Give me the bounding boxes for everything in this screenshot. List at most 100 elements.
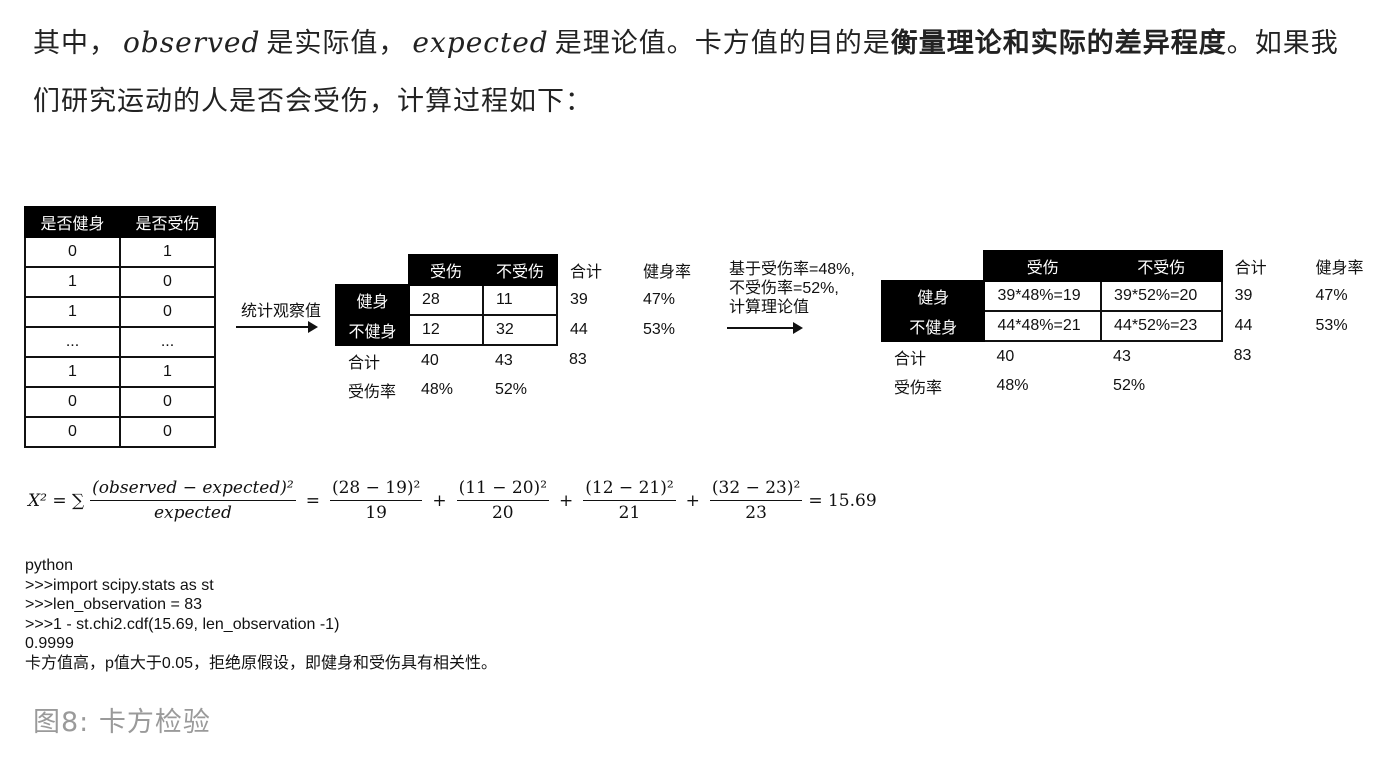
table-row: 受伤率 48% 52% [882, 371, 1373, 401]
obs-row-header: 健身 [335, 284, 410, 316]
formula-plus: + [685, 490, 700, 511]
formula-term-num: (12 − 21)² [583, 478, 676, 501]
expected-table: 受伤 不受伤 合计 健身率 健身 39*48%=19 39*52%=20 39 … [880, 250, 1374, 401]
arrow2-label-line: 计算理论值 [729, 299, 810, 316]
formula-term-num: (28 − 19)² [329, 478, 423, 501]
obs-row-header: 不健身 [335, 314, 410, 346]
obs-col-rate: 48% [421, 381, 454, 398]
obs-row-total: 44 [570, 321, 588, 338]
intro-paragraph: 其中， observed 是实际值， expected 是理论值。卡方值的目的是衡量理论… [33, 14, 1363, 131]
raw-cell: 1 [119, 356, 216, 388]
raw-cell: 1 [24, 266, 121, 298]
exp-row-header: 不健身 [880, 310, 986, 342]
formula-term-num: (32 − 23)² [709, 478, 803, 501]
code-line: 0.9999 [25, 635, 74, 652]
exp-col-total: 43 [1113, 347, 1131, 365]
formula-term-den: 20 [491, 503, 514, 523]
exp-cell: 44*52%=23 [1100, 310, 1223, 342]
formula-result: = 15.69 [808, 490, 877, 511]
exp-col-rate: 52% [1113, 377, 1146, 394]
raw-cell: 1 [24, 356, 121, 388]
raw-header-fitness: 是否健身 [24, 206, 121, 238]
obs-row-total: 39 [570, 291, 588, 308]
obs-col-header: 受伤 [408, 254, 484, 286]
arrow1-label: 统计观察值 [241, 303, 322, 320]
obs-row-rate: 47% [643, 291, 676, 308]
exp-col-header: 受伤 [983, 250, 1103, 282]
formula-main-fraction: (observed − expected)² expected [90, 478, 296, 523]
table-row: ...... [24, 326, 216, 358]
bold-text-2: 度 [1198, 28, 1227, 59]
raw-cell: 0 [24, 386, 121, 418]
text-p2: 是实际值， [266, 28, 407, 59]
obs-col-total: 40 [421, 351, 439, 369]
exp-extra-header: 健身率 [1315, 260, 1364, 277]
text-p1: 其中， [33, 28, 117, 59]
obs-grand-total: 83 [569, 351, 587, 368]
bold-text-1: 衡量理论和实际的差异程 [890, 28, 1199, 59]
formula-equals: = [305, 490, 320, 511]
formula-term: (11 − 20)² 20 [456, 478, 550, 523]
raw-cell: 0 [24, 236, 121, 268]
code-line: python [25, 557, 74, 574]
code-line: >>>len_observation = 83 [25, 596, 203, 613]
exp-row-rate: 53% [1315, 317, 1348, 334]
text-p4: 。如果我们研究运动的人是否会受伤，计算过程如下： [33, 28, 1339, 117]
exp-cell: 44*48%=21 [983, 310, 1103, 342]
raw-cell: 1 [24, 296, 121, 328]
exp-col-total: 40 [996, 347, 1015, 365]
raw-cell: ... [24, 326, 121, 358]
obs-cell: 12 [408, 314, 484, 346]
table-row: 健身 28 11 39 47% [335, 284, 705, 316]
figure-caption: 图8: 卡方检验 [33, 707, 211, 738]
arrow2-label-line: 不受伤率=52%, [729, 280, 839, 297]
formula-term-den: 21 [618, 503, 641, 523]
exp-row-total: 39 [1234, 287, 1253, 304]
table-row: 合计 40 43 83 [336, 345, 705, 375]
formula-term-den: 23 [745, 503, 767, 523]
obs-cell: 11 [482, 284, 558, 316]
raw-cell: 1 [119, 236, 216, 268]
raw-cell: 0 [119, 266, 216, 298]
arrow2-label-line: 基于受伤率=48%, [729, 261, 855, 278]
observed-table: 受伤 不受伤 合计 健身率 健身 28 11 39 47% 不健身 12 32 … [335, 254, 706, 405]
table-row: 不健身 12 32 44 53% [335, 314, 705, 346]
arrow2-label: 基于受伤率=48%, 不受伤率=52%, 计算理论值 [729, 260, 855, 317]
exp-cell: 39*52%=20 [1100, 280, 1223, 312]
obs-cell: 32 [482, 314, 558, 346]
code-line: >>>import scipy.stats as st [25, 576, 214, 594]
exp-rate-label: 受伤率 [894, 380, 943, 397]
arrow-right-icon [727, 322, 803, 334]
chi-square-formula: X² = ∑ (observed − expected)² expected =… [28, 478, 877, 523]
exp-row-total: 44 [1234, 317, 1253, 334]
code-block: python >>>import scipy.stats as st >>>le… [25, 556, 497, 673]
formula-lhs: X² = ∑ [28, 490, 85, 511]
raw-cell: 0 [24, 416, 121, 448]
formula-plus: + [559, 490, 574, 511]
math-observed: observed [123, 26, 261, 59]
obs-total-label: 合计 [348, 354, 381, 372]
obs-cell: 28 [408, 284, 484, 316]
raw-header-injury: 是否受伤 [119, 206, 216, 238]
exp-cell: 39*48%=19 [983, 280, 1103, 312]
exp-row-rate: 47% [1315, 287, 1348, 304]
formula-term: (32 − 23)² 23 [709, 478, 803, 523]
formula-main-num: (observed − expected)² [90, 478, 296, 501]
table-row: 合计 40 43 83 [882, 341, 1373, 371]
raw-cell: 0 [119, 296, 216, 328]
obs-rate-label: 受伤率 [348, 384, 397, 401]
formula-term-num: (11 − 20)² [456, 478, 550, 501]
raw-cell: ... [119, 326, 216, 358]
arrow-right-icon [236, 321, 318, 333]
formula-term: (28 − 19)² 19 [329, 478, 423, 523]
obs-extra-header: 健身率 [643, 264, 692, 281]
obs-col-total: 43 [495, 351, 513, 369]
table-row: 健身 39*48%=19 39*52%=20 39 47% [880, 280, 1373, 312]
